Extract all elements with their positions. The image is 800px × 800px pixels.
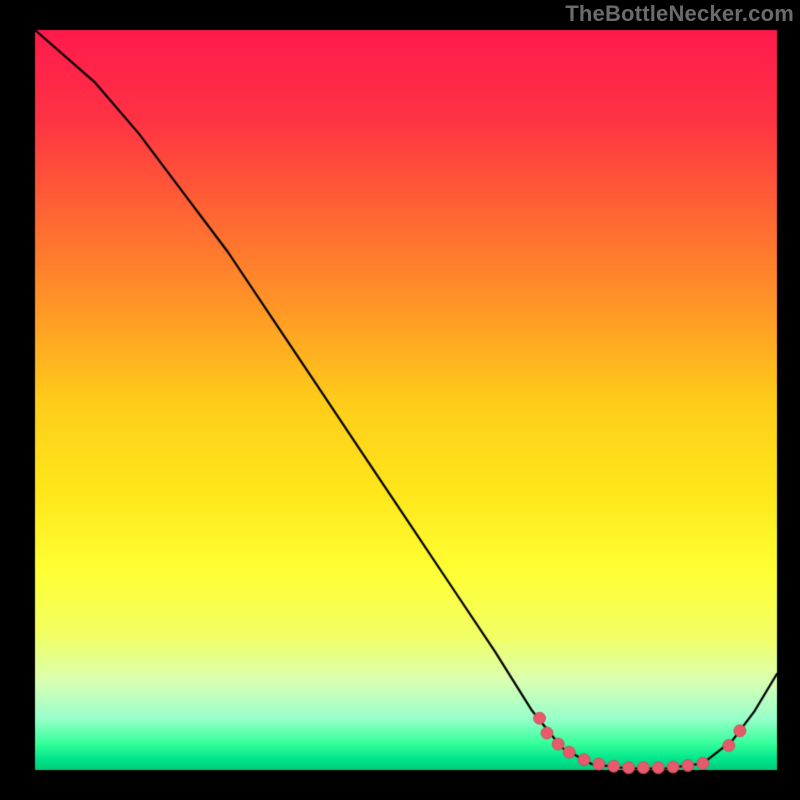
chart-container: TheBottleNecker.com (0, 0, 800, 800)
watermark-text: TheBottleNecker.com (565, 1, 794, 27)
bottleneck-curve-chart (0, 0, 800, 800)
